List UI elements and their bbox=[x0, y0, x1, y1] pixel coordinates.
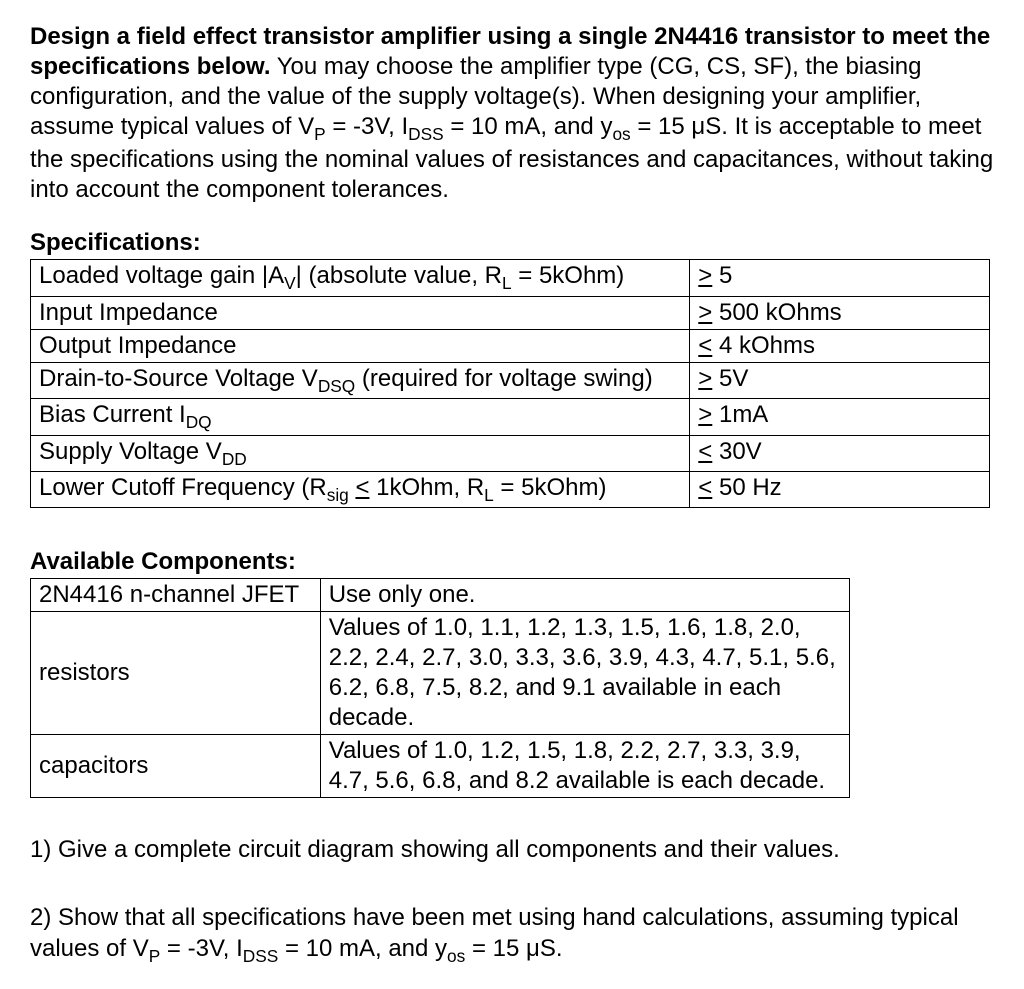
spec-parameter: Drain-to-Source Voltage VDSQ (required f… bbox=[31, 362, 690, 398]
specifications-tbody: Loaded voltage gain |AV| (absolute value… bbox=[31, 260, 990, 508]
component-value: Values of 1.0, 1.1, 1.2, 1.3, 1.5, 1.6, … bbox=[320, 612, 849, 735]
table-row: Lower Cutoff Frequency (Rsig < 1kOhm, RL… bbox=[31, 471, 990, 507]
component-name: resistors bbox=[31, 612, 321, 735]
components-tbody: 2N4416 n-channel JFET Use only one. resi… bbox=[31, 579, 850, 798]
components-heading: Available Components: bbox=[30, 548, 994, 576]
spec-parameter: Input Impedance bbox=[31, 296, 690, 329]
spec-value: < 4 kOhms bbox=[690, 329, 990, 362]
table-row: Bias Current IDQ > 1mA bbox=[31, 399, 990, 435]
problem-prompt: Design a field effect transistor amplifi… bbox=[30, 22, 994, 205]
component-name: 2N4416 n-channel JFET bbox=[31, 579, 321, 612]
component-value: Use only one. bbox=[320, 579, 849, 612]
table-row: 2N4416 n-channel JFET Use only one. bbox=[31, 579, 850, 612]
spec-parameter: Loaded voltage gain |AV| (absolute value… bbox=[31, 260, 690, 296]
spec-value: > 500 kOhms bbox=[690, 296, 990, 329]
spec-value: > 5V bbox=[690, 362, 990, 398]
table-row: Input Impedance > 500 kOhms bbox=[31, 296, 990, 329]
table-row: Drain-to-Source Voltage VDSQ (required f… bbox=[31, 362, 990, 398]
component-name: capacitors bbox=[31, 735, 321, 798]
spec-value: < 30V bbox=[690, 435, 990, 471]
specifications-table: Loaded voltage gain |AV| (absolute value… bbox=[30, 259, 990, 508]
table-row: capacitors Values of 1.0, 1.2, 1.5, 1.8,… bbox=[31, 735, 850, 798]
table-row: Supply Voltage VDD < 30V bbox=[31, 435, 990, 471]
spec-parameter: Bias Current IDQ bbox=[31, 399, 690, 435]
spec-parameter: Output Impedance bbox=[31, 329, 690, 362]
spec-parameter: Lower Cutoff Frequency (Rsig < 1kOhm, RL… bbox=[31, 471, 690, 507]
spec-value: > 5 bbox=[690, 260, 990, 296]
components-table: 2N4416 n-channel JFET Use only one. resi… bbox=[30, 578, 850, 798]
page: Design a field effect transistor amplifi… bbox=[0, 0, 1024, 989]
specifications-heading: Specifications: bbox=[30, 229, 994, 257]
questions: 1) Give a complete circuit diagram showi… bbox=[30, 834, 994, 967]
spec-parameter: Supply Voltage VDD bbox=[31, 435, 690, 471]
table-row: Loaded voltage gain |AV| (absolute value… bbox=[31, 260, 990, 296]
spec-value: < 50 Hz bbox=[690, 471, 990, 507]
component-value: Values of 1.0, 1.2, 1.5, 1.8, 2.2, 2.7, … bbox=[320, 735, 849, 798]
table-row: resistors Values of 1.0, 1.1, 1.2, 1.3, … bbox=[31, 612, 850, 735]
question-text: 1) Give a complete circuit diagram showi… bbox=[30, 834, 994, 865]
spec-value: > 1mA bbox=[690, 399, 990, 435]
question-text: 2) Show that all specifications have bee… bbox=[30, 902, 994, 967]
table-row: Output Impedance < 4 kOhms bbox=[31, 329, 990, 362]
